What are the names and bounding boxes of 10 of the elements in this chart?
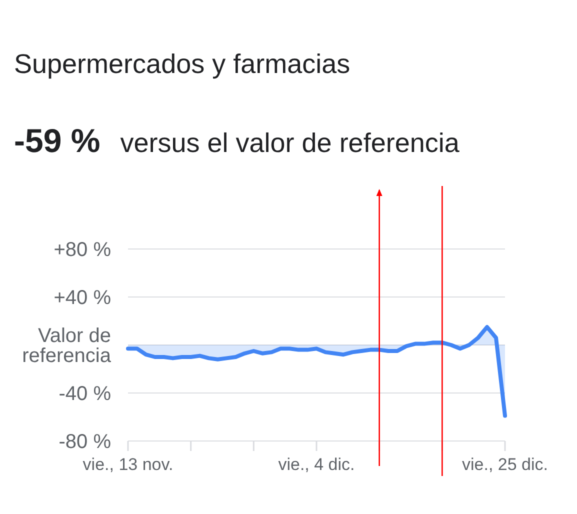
y-tick-label: Valor de referencia [22, 325, 112, 367]
y-tick-label: +40 % [54, 287, 112, 309]
y-tick-label: -80 % [58, 431, 112, 453]
y-tick-label: +80 % [54, 239, 112, 261]
chart-subtitle: -59 % versus el valor de referencia [14, 122, 460, 159]
y-tick-label: -40 % [58, 383, 112, 405]
chart-title: Supermercados y farmacias [14, 49, 350, 79]
x-tick-label: vie., 4 dic. [278, 455, 355, 474]
x-tick-label: vie., 25 dic. [462, 455, 548, 474]
x-tick-label: vie., 13 nov. [82, 455, 174, 474]
